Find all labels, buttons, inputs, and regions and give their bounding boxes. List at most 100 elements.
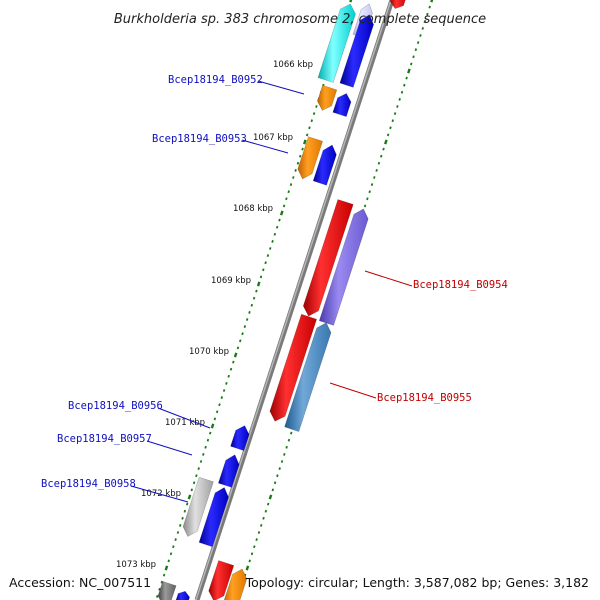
ruler-tick bbox=[167, 559, 170, 563]
gene-feature-b0952-orange[interactable] bbox=[317, 84, 338, 111]
gene-label-b0955[interactable]: Bcep18194_B0955 bbox=[377, 392, 472, 404]
ruler-tick bbox=[278, 467, 281, 471]
gene-feature-b0958-gray[interactable] bbox=[182, 476, 214, 537]
gene-feature-b0958-blue[interactable] bbox=[198, 487, 229, 548]
leader-line-b0952 bbox=[257, 80, 305, 95]
ruler-tick bbox=[262, 268, 265, 272]
gene-feature-b0953-orange[interactable] bbox=[297, 136, 323, 180]
ruler-tick bbox=[271, 239, 274, 243]
gene-feature-b0956-blue[interactable] bbox=[230, 425, 250, 451]
ruler-tick bbox=[239, 339, 242, 343]
gene-feature-bottom-dark[interactable] bbox=[157, 581, 177, 600]
ruler-tick bbox=[407, 68, 411, 74]
ruler-tick bbox=[283, 452, 286, 456]
gene-label-b0954[interactable]: Bcep18194_B0954 bbox=[413, 279, 508, 291]
ruler-tick bbox=[268, 494, 273, 500]
ruler-tick bbox=[252, 296, 256, 300]
ruler-label-1069: 1069 kbp bbox=[211, 276, 251, 286]
ruler-tick bbox=[225, 381, 228, 385]
ruler-tick bbox=[430, 0, 434, 3]
leader-line-b0953 bbox=[241, 139, 289, 154]
ruler-tick bbox=[245, 565, 250, 571]
ruler-tick bbox=[187, 494, 192, 500]
ruler-label-1070: 1070 kbp bbox=[189, 347, 229, 357]
ruler-tick bbox=[179, 523, 182, 527]
gene-label-b0958[interactable]: Bcep18194_B0958 bbox=[41, 478, 136, 490]
ruler-tick bbox=[419, 34, 422, 37]
ruler-tick bbox=[245, 318, 249, 321]
ruler-tick bbox=[386, 133, 390, 137]
ruler-tick bbox=[262, 516, 265, 520]
ruler-label-1066: 1066 kbp bbox=[273, 60, 313, 70]
ruler-tick bbox=[292, 176, 295, 179]
ruler-tick bbox=[398, 97, 401, 101]
ruler-tick bbox=[218, 403, 221, 407]
ruler-tick bbox=[155, 594, 159, 598]
ruler-tick bbox=[421, 26, 424, 30]
ruler-tick bbox=[308, 126, 311, 130]
ruler-tick bbox=[255, 289, 258, 293]
ruler-tick bbox=[220, 396, 224, 400]
ruler-tick bbox=[287, 438, 291, 442]
ruler-tick bbox=[289, 183, 293, 187]
ruler-tick bbox=[393, 112, 397, 116]
gene-feature-b0955-red[interactable] bbox=[269, 313, 317, 422]
gene-feature-b0954-purple[interactable] bbox=[318, 208, 369, 326]
ruler-tick bbox=[301, 147, 304, 151]
ruler-tick bbox=[250, 303, 254, 307]
ruler-tick bbox=[403, 83, 406, 87]
ruler-tick bbox=[373, 176, 376, 179]
ruler-tick bbox=[363, 204, 367, 208]
ruler-tick bbox=[197, 467, 200, 471]
ruler-tick bbox=[229, 367, 233, 371]
gene-feature-bottom-red[interactable] bbox=[208, 560, 235, 600]
ruler-tick bbox=[169, 552, 173, 556]
ruler-tick bbox=[423, 19, 427, 23]
ruler-tick bbox=[260, 523, 263, 527]
gene-label-b0952[interactable]: Bcep18194_B0952 bbox=[168, 74, 263, 86]
ruler-tick bbox=[269, 247, 272, 250]
gene-label-b0953[interactable]: Bcep18194_B0953 bbox=[152, 133, 247, 145]
gene-feature-b0953-blue[interactable] bbox=[312, 144, 337, 186]
ruler-tick bbox=[222, 389, 226, 392]
gene-feature-b0954-red[interactable] bbox=[302, 199, 354, 317]
ruler-tick bbox=[405, 76, 408, 80]
ruler-tick bbox=[266, 254, 270, 258]
ruler-tick bbox=[305, 133, 309, 137]
ruler-tick bbox=[279, 210, 284, 216]
ruler-tick bbox=[257, 531, 261, 534]
gene-feature-top-red[interactable] bbox=[389, 0, 407, 9]
ruler-tick bbox=[243, 325, 247, 329]
ruler-tick bbox=[236, 346, 240, 350]
ruler-tick bbox=[241, 332, 244, 336]
ruler-tick bbox=[299, 154, 302, 158]
gene-feature-bottom-orange[interactable] bbox=[223, 568, 248, 600]
gene-feature-bottom-blue[interactable] bbox=[175, 590, 190, 600]
gene-feature-b0952-blue[interactable] bbox=[332, 93, 352, 117]
gene-feature-blue-top[interactable] bbox=[339, 14, 374, 88]
leader-line-b0958 bbox=[130, 485, 189, 503]
ruler-tick bbox=[264, 509, 268, 513]
ruler-tick bbox=[370, 183, 374, 187]
gene-label-b0957[interactable]: Bcep18194_B0957 bbox=[57, 433, 152, 445]
ruler-tick bbox=[210, 423, 215, 429]
ruler-tick bbox=[278, 218, 281, 222]
ruler-tick bbox=[400, 90, 404, 94]
ruler-tick bbox=[384, 139, 388, 145]
ruler-tick bbox=[368, 190, 371, 194]
gene-feature-cyan[interactable] bbox=[317, 3, 356, 83]
ruler-tick bbox=[158, 587, 161, 591]
ruler-tick bbox=[199, 460, 203, 463]
gene-feature-b0955-steel[interactable] bbox=[284, 322, 332, 432]
ruler-tick bbox=[280, 460, 284, 463]
ruler-tick bbox=[233, 352, 238, 358]
gene-feature-b0957-blue[interactable] bbox=[218, 454, 240, 488]
ruler-tick bbox=[375, 168, 378, 172]
ruler-tick bbox=[174, 538, 177, 542]
ruler-tick bbox=[192, 481, 196, 485]
gene-label-b0956[interactable]: Bcep18194_B0956 bbox=[68, 400, 163, 412]
ruler-tick bbox=[172, 545, 175, 549]
ruler-tick bbox=[296, 161, 300, 165]
map-title: Burkholderia sp. 383 chromosome 2, compl… bbox=[114, 12, 486, 27]
